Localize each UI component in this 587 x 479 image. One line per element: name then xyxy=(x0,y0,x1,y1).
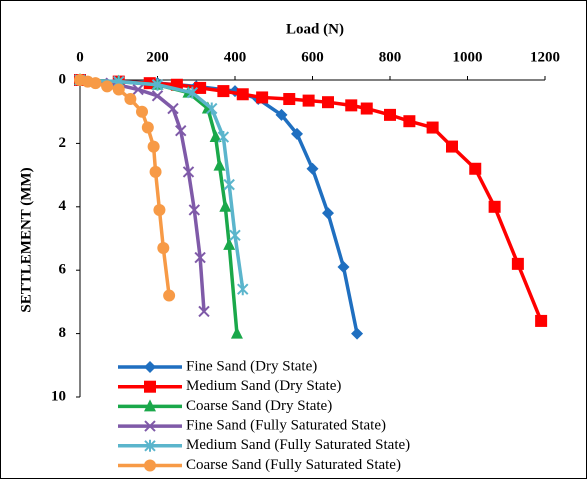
marker xyxy=(283,93,295,105)
x-tick-label: 600 xyxy=(301,49,324,65)
marker xyxy=(157,242,169,254)
marker xyxy=(90,77,102,89)
marker xyxy=(124,93,136,105)
marker xyxy=(163,290,175,302)
marker xyxy=(148,141,160,153)
y-tick-label: 2 xyxy=(59,135,67,151)
marker xyxy=(237,88,249,100)
legend-label: Fine Sand (Fully Saturated State) xyxy=(186,418,386,434)
y-tick-label: 10 xyxy=(51,388,66,404)
x-tick-label: 800 xyxy=(379,49,402,65)
marker xyxy=(361,103,373,115)
marker xyxy=(322,96,334,108)
legend: Fine Sand (Dry State) Medium Sand (Dry St… xyxy=(108,355,498,478)
marker xyxy=(142,122,154,134)
marker xyxy=(489,201,501,213)
y-tick-label: 8 xyxy=(59,325,67,341)
marker xyxy=(153,204,165,216)
marker xyxy=(512,258,524,270)
marker xyxy=(446,141,458,153)
legend-label: Medium Sand (Dry State) xyxy=(186,378,341,394)
x-tick-label: 1000 xyxy=(453,49,483,65)
x-tick-label: 200 xyxy=(146,49,169,65)
marker xyxy=(217,85,229,97)
x-tick-label: 0 xyxy=(76,49,84,65)
marker xyxy=(469,163,481,175)
marker xyxy=(303,95,315,107)
marker xyxy=(101,80,113,92)
y-tick-label: 4 xyxy=(59,198,67,214)
marker xyxy=(113,84,125,96)
legend-label: Fine Sand (Dry State) xyxy=(186,358,317,374)
x-axis-title: Load (N) xyxy=(286,21,344,37)
y-axis-title: SETTLEMENT (MM) xyxy=(18,167,34,312)
x-tick-label: 1200 xyxy=(530,49,560,65)
marker xyxy=(256,91,268,103)
marker xyxy=(403,115,415,127)
marker xyxy=(535,315,547,327)
y-tick-label: 6 xyxy=(59,262,67,278)
marker xyxy=(144,460,156,472)
legend-label: Coarse Sand (Dry State) xyxy=(186,398,332,414)
marker xyxy=(384,109,396,121)
x-tick-label: 400 xyxy=(224,49,247,65)
marker xyxy=(427,122,439,134)
legend-label: Medium Sand (Fully Saturated State) xyxy=(186,437,410,453)
marker xyxy=(150,166,162,178)
marker xyxy=(345,99,357,111)
marker xyxy=(136,106,148,118)
legend-label: Coarse Sand (Fully Saturated State) xyxy=(186,457,401,473)
y-tick-label: 0 xyxy=(59,71,67,87)
marker xyxy=(144,381,156,393)
